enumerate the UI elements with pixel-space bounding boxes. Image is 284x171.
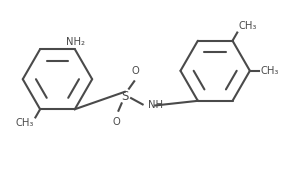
Text: CH₃: CH₃ bbox=[260, 66, 279, 76]
Text: S: S bbox=[121, 89, 128, 102]
Text: O: O bbox=[112, 117, 120, 127]
Text: O: O bbox=[131, 66, 139, 76]
Text: NH₂: NH₂ bbox=[66, 37, 85, 47]
Text: NH: NH bbox=[148, 101, 163, 110]
Text: CH₃: CH₃ bbox=[238, 22, 257, 31]
Text: CH₃: CH₃ bbox=[16, 119, 34, 128]
